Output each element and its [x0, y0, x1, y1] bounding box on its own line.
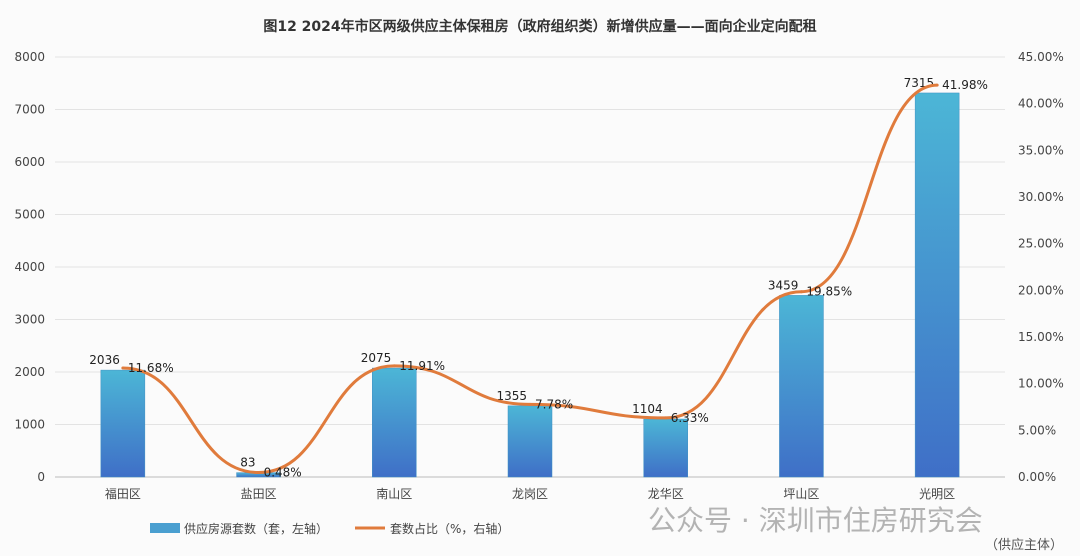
y-left-tick-label: 0: [37, 470, 45, 484]
bar-value-label: 1355: [496, 389, 527, 403]
line-value-label: 7.78%: [535, 397, 573, 411]
x-tick-label: 盐田区: [241, 487, 277, 501]
line-point: [392, 364, 396, 368]
y-right-tick-label: 0.00%: [1018, 470, 1056, 484]
line-value-label: 11.91%: [399, 359, 445, 373]
bar-value-label: 2036: [89, 353, 120, 367]
bar-value-label: 1104: [632, 402, 663, 416]
line-value-label: 6.33%: [671, 411, 709, 425]
y-right-tick-label: 10.00%: [1018, 377, 1064, 391]
y-left-tick-label: 3000: [14, 313, 45, 327]
y-left-tick-label: 4000: [14, 260, 45, 274]
y-left-tick-label: 2000: [14, 365, 45, 379]
y-right-tick-label: 45.00%: [1018, 50, 1064, 64]
y-right-tick-label: 40.00%: [1018, 97, 1064, 111]
line-value-label: 11.68%: [128, 361, 174, 375]
x-tick-label: 龙华区: [648, 487, 684, 501]
line-point: [935, 83, 939, 87]
line-value-label: 19.85%: [806, 285, 852, 299]
bar-value-label: 83: [240, 456, 255, 470]
line-point: [799, 290, 803, 294]
line-value-label: 0.48%: [264, 466, 302, 480]
y-left-tick-label: 8000: [14, 50, 45, 64]
y-right-tick-label: 20.00%: [1018, 283, 1064, 297]
y-left-tick-label: 1000: [14, 418, 45, 432]
bar: [643, 418, 688, 478]
y-left-tick-label: 6000: [14, 155, 45, 169]
legend-line-label: 套数占比（%，右轴）: [390, 521, 509, 536]
y-right-tick-label: 35.00%: [1018, 143, 1064, 157]
bar-value-label: 7315: [904, 76, 935, 90]
x-tick-label: 光明区: [919, 487, 955, 501]
line-point: [664, 416, 668, 420]
y-left-tick-label: 5000: [14, 208, 45, 222]
bar: [100, 369, 146, 478]
bar: [779, 295, 824, 478]
line-point: [121, 366, 125, 370]
y-left-tick-label: 7000: [14, 103, 45, 117]
x-tick-label: 南山区: [376, 486, 412, 501]
line-point: [257, 471, 261, 475]
watermark: 公众号 · 深圳市住房研究会: [648, 504, 983, 537]
y-right-tick-label: 30.00%: [1018, 190, 1064, 204]
y-right-tick-label: 15.00%: [1018, 330, 1064, 344]
line-point: [528, 402, 532, 406]
legend-bar-label: 供应房源套数（套，左轴）: [184, 521, 328, 536]
legend-bar-swatch: [150, 523, 180, 533]
source-note: （供应主体）: [985, 538, 1064, 553]
x-tick-label: 福田区: [105, 486, 141, 501]
x-tick-label: 坪山区: [783, 487, 819, 501]
y-right-tick-label: 5.00%: [1018, 423, 1056, 437]
line-value-label: 41.98%: [942, 78, 988, 92]
bar: [372, 367, 417, 478]
y-right-tick-label: 25.00%: [1018, 237, 1064, 251]
bar-value-label: 2075: [361, 351, 392, 365]
chart-title: 图12 2024年市区两级供应主体保租房（政府组织类）新增供应量——面向企业定向…: [263, 19, 817, 35]
x-tick-label: 龙岗区: [512, 487, 548, 501]
bar: [507, 405, 553, 478]
bar: [914, 92, 960, 478]
bar-value-label: 3459: [768, 278, 799, 292]
